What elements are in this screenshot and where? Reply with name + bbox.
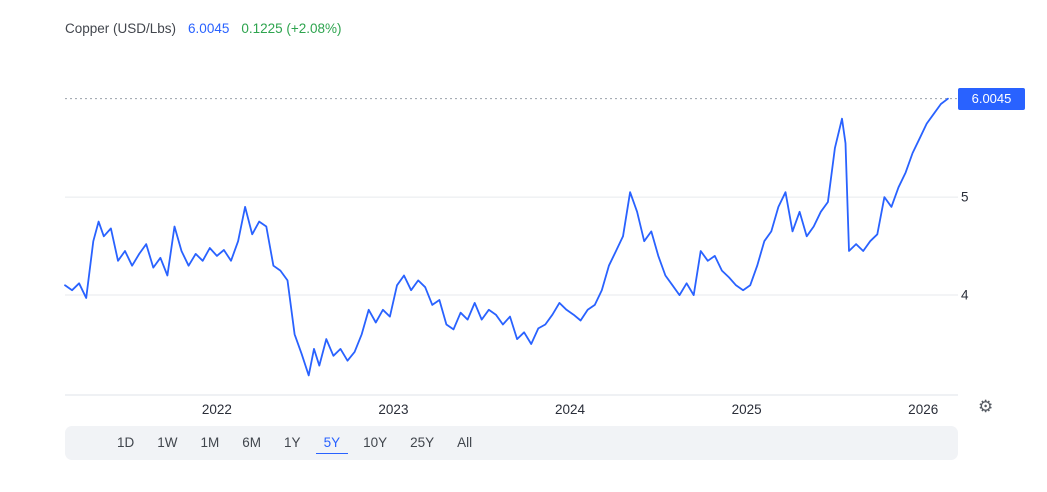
range-button-10y[interactable]: 10Y xyxy=(355,433,395,454)
price-change: 0.1225 (+2.08%) xyxy=(241,21,342,36)
range-button-6m[interactable]: 6M xyxy=(234,433,269,454)
range-button-1y[interactable]: 1Y xyxy=(276,433,309,454)
range-button-5y[interactable]: 5Y xyxy=(315,433,349,454)
last-price: 6.0045 xyxy=(188,21,230,36)
range-button-1d[interactable]: 1D xyxy=(109,433,142,454)
x-tick-label: 2024 xyxy=(555,402,586,417)
chart-header: Copper (USD/Lbs) 6.0045 0.1225 (+2.08%) xyxy=(65,21,342,36)
x-tick-label: 2023 xyxy=(378,402,409,417)
range-button-1m[interactable]: 1M xyxy=(193,433,228,454)
range-button-1w[interactable]: 1W xyxy=(149,433,185,454)
x-tick-label: 2026 xyxy=(908,402,939,417)
instrument-title: Copper (USD/Lbs) xyxy=(65,21,177,36)
range-button-all[interactable]: All xyxy=(449,433,480,454)
range-toolbar: 1D 1W 1M 6M 1Y 5Y 10Y 25Y All xyxy=(65,426,958,460)
y-tick-label: 4 xyxy=(961,287,969,303)
y-tick-label: 5 xyxy=(961,189,969,205)
x-tick-label: 2022 xyxy=(201,402,232,417)
gear-icon[interactable]: ⚙ xyxy=(978,397,994,416)
range-button-25y[interactable]: 25Y xyxy=(402,433,442,454)
x-tick-label: 2025 xyxy=(731,402,762,417)
current-price-label: 6.0045 xyxy=(958,87,1025,110)
